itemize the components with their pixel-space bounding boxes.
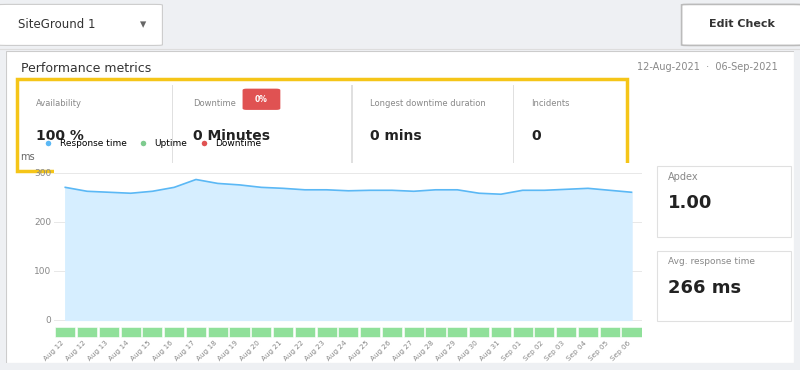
FancyBboxPatch shape	[0, 4, 162, 46]
Text: 1.00: 1.00	[668, 194, 713, 212]
Bar	[469, 327, 489, 337]
Bar	[208, 327, 228, 337]
Text: ▾: ▾	[140, 18, 146, 31]
Text: Avg. response time: Avg. response time	[668, 257, 755, 266]
Bar	[404, 327, 424, 337]
Bar	[55, 327, 75, 337]
Bar	[491, 327, 511, 337]
Bar	[534, 327, 554, 337]
Bar	[426, 327, 446, 337]
Bar	[513, 85, 514, 165]
Text: Edit Check: Edit Check	[709, 19, 774, 30]
Bar	[186, 327, 206, 337]
Text: 100 %: 100 %	[35, 129, 83, 143]
FancyBboxPatch shape	[682, 4, 800, 46]
Bar	[338, 327, 358, 337]
Text: SiteGround 1: SiteGround 1	[18, 18, 95, 31]
Bar	[600, 327, 620, 337]
Bar	[17, 79, 626, 171]
Bar	[513, 327, 533, 337]
Bar	[317, 327, 337, 337]
Bar	[578, 327, 598, 337]
Text: 0 mins: 0 mins	[370, 129, 422, 143]
Bar	[142, 327, 162, 337]
Legend: Response time, Uptime, Downtime: Response time, Uptime, Downtime	[35, 136, 266, 152]
Text: 0: 0	[531, 129, 541, 143]
Bar	[657, 166, 791, 237]
Bar	[99, 327, 119, 337]
Bar	[351, 85, 353, 165]
Text: Apdex: Apdex	[668, 172, 699, 182]
Text: ms: ms	[20, 152, 35, 162]
Text: Availability: Availability	[35, 99, 82, 108]
Text: Longest downtime duration: Longest downtime duration	[370, 99, 486, 108]
Bar	[447, 327, 467, 337]
Bar	[657, 251, 791, 321]
Text: 0 Minutes: 0 Minutes	[193, 129, 270, 143]
Bar	[360, 327, 380, 337]
Bar	[295, 327, 315, 337]
Bar	[164, 327, 184, 337]
Text: Performance metrics: Performance metrics	[21, 62, 151, 75]
Text: 12-Aug-2021  ·  06-Sep-2021: 12-Aug-2021 · 06-Sep-2021	[637, 62, 778, 72]
Bar	[273, 327, 293, 337]
Bar	[382, 327, 402, 337]
Bar	[77, 327, 97, 337]
Bar	[230, 327, 250, 337]
Text: Incidents: Incidents	[531, 99, 570, 108]
Bar	[251, 327, 271, 337]
Text: Downtime: Downtime	[193, 99, 236, 108]
FancyBboxPatch shape	[242, 89, 280, 110]
Bar	[556, 327, 576, 337]
Text: 266 ms: 266 ms	[668, 279, 742, 297]
Bar	[121, 327, 141, 337]
Text: 0%: 0%	[255, 95, 268, 104]
Bar	[172, 85, 174, 165]
Bar	[622, 327, 642, 337]
